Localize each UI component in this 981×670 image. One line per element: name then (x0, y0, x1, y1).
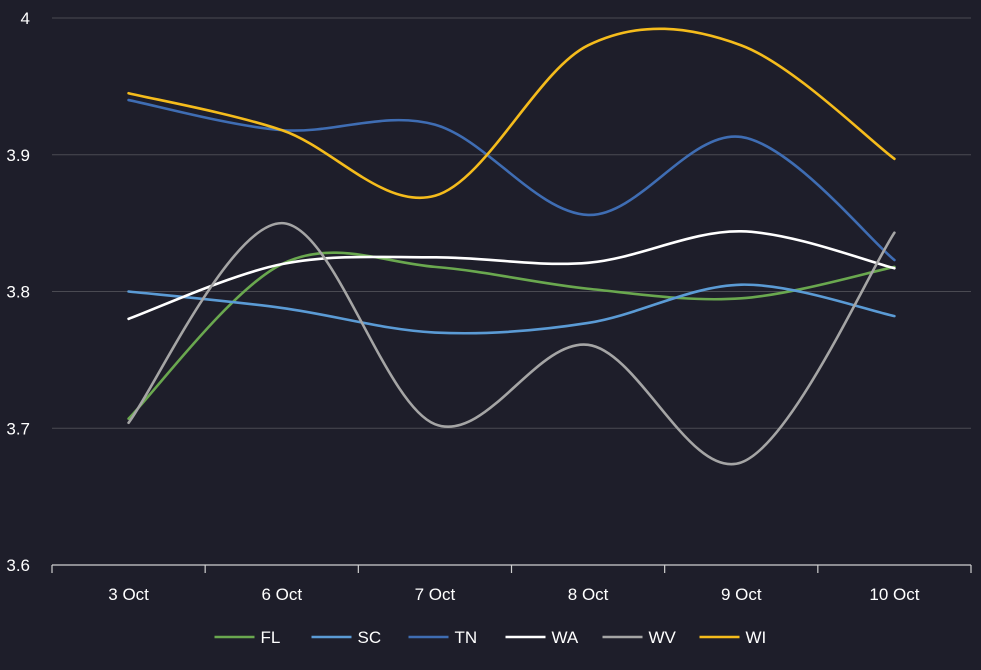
legend-item-wi: WI (699, 628, 767, 647)
legend-item-wa: WA (505, 628, 579, 647)
series-line-tn (127, 98, 896, 262)
series-lines (127, 27, 896, 466)
x-tick-label: 10 Oct (869, 585, 919, 604)
y-tick-label: 3.6 (6, 556, 30, 575)
x-tick-label: 6 Oct (261, 585, 302, 604)
y-axis-tick-labels: 3.6 3.7 3.8 3.9 4 (6, 9, 30, 575)
series-line-wi (127, 27, 896, 199)
legend-label: WV (649, 628, 677, 647)
gridlines (52, 17, 971, 429)
x-tick-label: 7 Oct (415, 585, 456, 604)
series-line-sc (127, 283, 896, 335)
legend-item-sc: SC (311, 628, 382, 647)
legend-label: WI (746, 628, 767, 647)
legend-item-fl: FL (214, 628, 281, 647)
series-line-fl (127, 251, 896, 420)
legend-item-tn: TN (408, 628, 478, 647)
x-tick-label: 8 Oct (568, 585, 609, 604)
x-axis (51, 564, 972, 573)
series-line-wa (127, 230, 896, 321)
legend-label: SC (358, 628, 382, 647)
legend-label: FL (261, 628, 281, 647)
x-axis-tick-labels: 3 Oct 6 Oct 7 Oct 8 Oct 9 Oct 10 Oct (108, 585, 919, 604)
legend: FL SC TN WA WV WI (214, 628, 767, 647)
series-line-wv (127, 221, 896, 466)
legend-label: WA (552, 628, 579, 647)
legend-label: TN (455, 628, 478, 647)
x-tick-label: 9 Oct (721, 585, 762, 604)
y-tick-label: 3.8 (6, 283, 30, 302)
x-tick-label: 3 Oct (108, 585, 149, 604)
y-tick-label: 3.9 (6, 146, 30, 165)
legend-item-wv: WV (602, 628, 677, 647)
y-tick-label: 3.7 (6, 419, 30, 438)
y-tick-label: 4 (21, 9, 30, 28)
